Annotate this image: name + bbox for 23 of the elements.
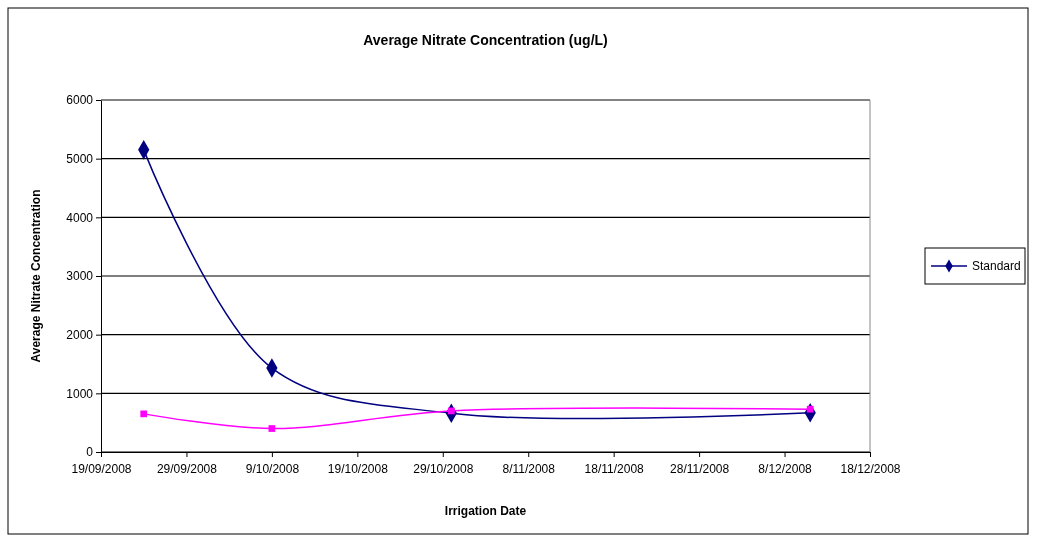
point [140, 410, 148, 418]
x-tick-label: 29/09/2008 [156, 462, 218, 477]
legend-label: Standard [972, 259, 1021, 273]
chart-title: Average Nitrate Concentration (ug/L) [363, 32, 608, 48]
x-tick-label: 8/11/2008 [502, 462, 556, 477]
x-tick-label: 8/12/2008 [758, 462, 813, 477]
x-tick-label: 9/10/2008 [245, 462, 300, 477]
y-tick-label: 2000 [66, 328, 94, 343]
x-tick-label: 28/11/2008 [670, 462, 730, 477]
x-tick-label: 18/12/2008 [840, 462, 901, 477]
x-tick-label: 19/09/2008 [71, 462, 132, 477]
y-tick-label: 3000 [66, 269, 94, 284]
y-tick-label: 5000 [66, 152, 94, 167]
y-tick-label: 1000 [66, 386, 94, 401]
x-tick-label: 19/10/2008 [327, 462, 389, 477]
y-tick-label: 4000 [66, 210, 94, 225]
y-tick-label: 0 [86, 445, 94, 460]
x-tick-label: 29/10/2008 [413, 462, 474, 477]
y-tick-label: 6000 [66, 93, 94, 108]
x-tick-label: 18/11/2008 [584, 462, 645, 477]
y-axis-title: Average Nitrate Concentration [29, 189, 43, 363]
point [268, 425, 276, 432]
x-axis-title: Irrigation Date [444, 504, 527, 518]
